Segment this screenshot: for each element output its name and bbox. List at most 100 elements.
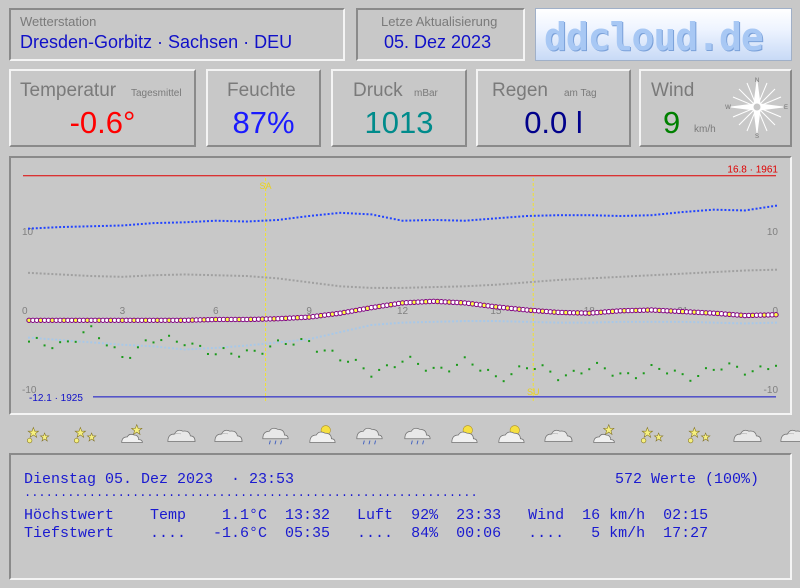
pressure-point <box>113 275 116 278</box>
dewpoint-point <box>136 346 139 349</box>
apparent-temp-point <box>105 342 108 345</box>
pressure-point <box>561 278 564 281</box>
humidity-point <box>78 225 81 228</box>
cloudy-icon <box>733 429 762 442</box>
summary-panel: Dienstag 05. Dez 2023 · 23:53 572 Werte … <box>9 453 792 580</box>
pressure-point <box>440 285 443 288</box>
dewpoint-point <box>494 375 497 378</box>
humidity-point <box>712 208 715 211</box>
apparent-temp-point <box>63 339 66 342</box>
pressure-point <box>121 275 124 278</box>
tile-temperature: Temperatur Tagesmittel -0.6° <box>9 69 196 147</box>
pressure-point <box>743 269 746 272</box>
pressure-point <box>245 275 248 278</box>
y-tick-right: 0 <box>772 306 778 317</box>
humidity-point <box>280 218 283 221</box>
pressure-point <box>685 272 688 275</box>
pressure-point <box>490 283 493 286</box>
apparent-temp-point <box>592 321 595 324</box>
dewpoint-point <box>697 375 700 378</box>
pressure-point <box>755 269 758 272</box>
humidity-point <box>463 219 466 222</box>
pressure-point <box>389 286 392 289</box>
humidity-point <box>214 219 217 222</box>
humidity-point <box>537 214 540 217</box>
dewpoint-point <box>689 379 692 382</box>
dewpoint-point <box>736 365 739 368</box>
humidity-point <box>405 219 408 222</box>
apparent-temp-point <box>459 320 462 323</box>
apparent-temp-point <box>312 337 315 340</box>
apparent-temp-point <box>697 321 700 324</box>
pressure-point <box>261 276 264 279</box>
dewpoint-point <box>775 364 777 367</box>
logo-banner[interactable]: ddcloud.de <box>535 8 792 61</box>
rain-cloud-icon <box>356 427 383 445</box>
humidity-point <box>241 220 244 223</box>
humidity-point <box>708 208 711 211</box>
summary-date-line: Dienstag 05. Dez 2023 · 23:53 <box>24 471 295 488</box>
sunny-stars-icon <box>687 426 711 444</box>
pressure-point <box>238 274 241 277</box>
pressure-point <box>257 275 260 278</box>
pressure-point <box>553 279 556 282</box>
pressure-point <box>187 273 190 276</box>
compass-n: N <box>755 78 759 84</box>
apparent-temp-point <box>409 321 412 324</box>
humidity-point <box>347 212 350 215</box>
humidity-point <box>370 213 373 216</box>
pressure-point <box>183 273 186 276</box>
summary-rule: ........................................… <box>24 486 478 500</box>
dewpoint-point <box>277 339 279 342</box>
pressure-point <box>350 285 353 288</box>
humidity-point <box>634 214 637 217</box>
humidity-point <box>129 223 132 226</box>
humidity-point <box>331 212 334 215</box>
pressure-point <box>428 286 431 289</box>
apparent-temp-point <box>553 321 556 324</box>
dewpoint-point <box>238 355 241 358</box>
pressure-point <box>646 274 649 277</box>
apparent-temp-point <box>650 320 653 323</box>
apparent-temp-point <box>440 320 443 323</box>
apparent-temp-point <box>245 344 248 347</box>
humidity-point <box>568 214 571 217</box>
dewpoint-point <box>743 373 746 376</box>
summary-min-row: Tiefstwert .... -1.6°C 05:35 .... 84% 00… <box>24 525 709 542</box>
humidity-point <box>284 217 287 220</box>
dewpoint-point <box>206 352 209 355</box>
apparent-temp-point <box>358 326 361 329</box>
apparent-temp-point <box>487 320 490 323</box>
dewpoint-point <box>673 369 676 372</box>
humidity-point <box>339 211 342 214</box>
pressure-point <box>136 275 139 278</box>
apparent-temp-point <box>31 336 34 339</box>
pressure-point <box>677 272 680 275</box>
dewpoint-point <box>440 366 443 369</box>
dewpoint-point <box>681 373 684 376</box>
humidity-point <box>541 214 544 217</box>
humidity-point <box>494 217 497 220</box>
pressure-point <box>86 274 89 277</box>
pressure-point <box>51 273 54 276</box>
dewpoint-point <box>588 368 591 371</box>
apparent-temp-point <box>514 320 517 323</box>
dewpoint-point <box>152 341 155 344</box>
tile-rain: Regen am Tag 0.0 l <box>476 69 631 147</box>
tile-humidity: Feuchte 87% <box>206 69 321 147</box>
pressure-point <box>724 270 727 273</box>
pressure-point <box>596 277 599 280</box>
apparent-temp-point <box>584 321 587 324</box>
apparent-temp-point <box>541 321 544 324</box>
humidity-point <box>66 225 69 228</box>
humidity-point <box>584 214 587 217</box>
humidity-point <box>732 209 735 212</box>
pressure-point <box>638 274 641 277</box>
apparent-temp-point <box>78 340 81 343</box>
y-tick-right: -10 <box>764 385 779 396</box>
pressure-point <box>393 286 396 289</box>
apparent-temp-point <box>385 322 388 325</box>
dewpoint-point <box>168 334 171 337</box>
apparent-temp-point <box>156 345 159 348</box>
dewpoint-point <box>308 340 311 343</box>
